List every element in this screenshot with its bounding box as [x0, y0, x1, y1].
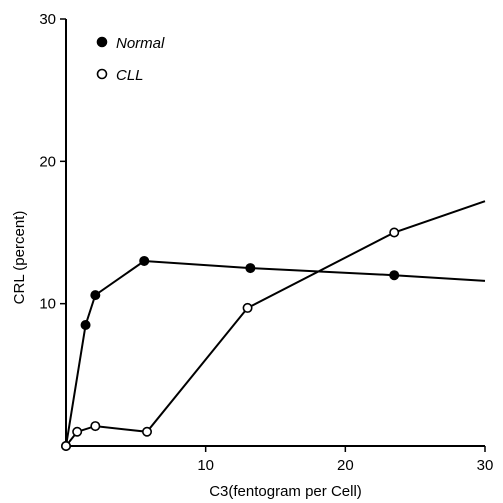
data-point-normal	[80, 320, 91, 331]
markers	[60, 227, 400, 451]
y-tick-label: 10	[39, 296, 56, 313]
ticks: 10 20 30 10 20 30	[39, 11, 493, 474]
y-tick-label: 20	[39, 153, 56, 170]
data-point-normal	[90, 290, 101, 301]
series-line-normal	[65, 259, 486, 447]
x-tick-label: 10	[197, 457, 214, 474]
data-point-cll	[72, 426, 83, 437]
data-point-cll	[242, 302, 253, 313]
legend-label-cll: CLL	[116, 67, 144, 84]
series-line-cll	[65, 200, 486, 447]
y-tick-label: 30	[39, 11, 56, 28]
data-point-normal	[389, 270, 400, 281]
x-tick-label: 20	[337, 457, 354, 474]
data-point-cll	[90, 421, 101, 432]
y-axis-label: CRL (percent)	[11, 211, 28, 305]
series-lines	[65, 200, 486, 447]
data-point-cll	[142, 426, 153, 437]
x-axis-label: C3(fentogram per Cell)	[209, 483, 362, 500]
legend-marker-normal	[96, 36, 108, 48]
legend-marker-cll	[96, 68, 108, 80]
data-point-normal	[139, 255, 150, 266]
data-point-cll	[60, 440, 71, 451]
legend: Normal CLL	[96, 35, 165, 84]
x-tick-label: 30	[477, 457, 494, 474]
data-point-cll	[389, 227, 400, 238]
data-point-normal	[245, 263, 256, 274]
axes	[65, 19, 485, 447]
legend-label-normal: Normal	[116, 35, 165, 52]
